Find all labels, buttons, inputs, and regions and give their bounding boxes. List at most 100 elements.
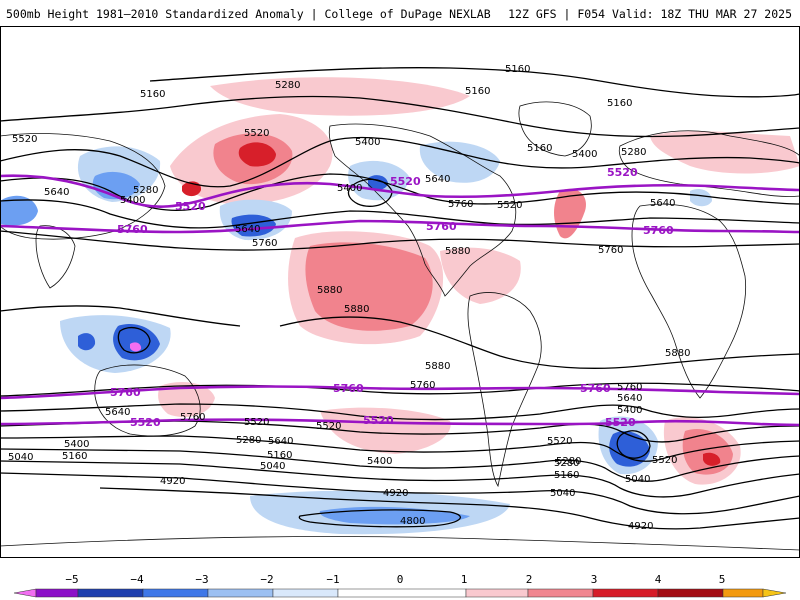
- legend-swatch-blue-pale: [272, 588, 339, 598]
- legend-colorbar: −5 −4 −3 −2 −1 0 1 2 3 4 5: [13, 573, 787, 598]
- contour-label: 5880: [425, 361, 450, 372]
- legend-swatch-red: [592, 588, 659, 598]
- highlight-contour-label: 5760: [333, 382, 364, 395]
- contour-5880-west: [0, 305, 241, 327]
- contour-low-pacific: [347, 178, 393, 207]
- highlight-contour-label: 5520: [363, 414, 394, 427]
- anomaly-neg-australia-core: [113, 324, 160, 361]
- contour-label: 5280: [554, 458, 579, 469]
- land-outlines: [0, 101, 800, 551]
- contour-label: 5280: [236, 435, 261, 446]
- anomaly-pos-tropical-pacific-core: [305, 242, 433, 331]
- contour-label: 5160: [140, 89, 165, 100]
- map-title: 500mb Height 1981–2010 Standardized Anom…: [6, 7, 491, 21]
- contour-label: 5880: [445, 246, 470, 257]
- contour-label: 5520: [316, 421, 341, 432]
- contour-label: 5160: [465, 86, 490, 97]
- highlight-contour-label: 5760: [643, 224, 674, 237]
- legend-swatch-pink-pale: [465, 588, 529, 598]
- legend-tick-label: 5: [719, 573, 726, 586]
- contour-label: 5640: [617, 393, 642, 404]
- legend-swatch-blue-light: [207, 588, 274, 598]
- contour-label: 5400: [367, 456, 392, 467]
- contour-label: 5280: [275, 80, 300, 91]
- contour-5160-arctic: [149, 67, 800, 98]
- coast-south-america: [467, 292, 542, 488]
- legend-tick-label: −4: [130, 573, 144, 586]
- contour-label: 5760: [598, 245, 623, 256]
- legend-swatch-purple: [35, 588, 79, 598]
- contour-4800-antarctic: [298, 509, 462, 528]
- highlight-5520-north: [0, 174, 800, 208]
- contour-5400-south: [0, 435, 800, 462]
- contour-label: 5880: [317, 285, 342, 296]
- highlight-contour-label: 5760: [117, 223, 148, 236]
- contour-label: 5520: [652, 455, 677, 466]
- contour-label: 5760: [180, 412, 205, 423]
- highlight-contours: [0, 174, 800, 427]
- highlight-contour-label: 5760: [580, 382, 611, 395]
- anomaly-neg-indian-small: [78, 333, 96, 351]
- contour-label: 5520: [547, 436, 572, 447]
- contour-label: 5760: [252, 238, 277, 249]
- highlight-contour-label: 5520: [390, 175, 421, 188]
- legend-swatch-white: [337, 588, 467, 598]
- contour-label: 5040: [550, 488, 575, 499]
- contour-low-south-atlantic: [616, 430, 651, 459]
- contour-5280-south: [0, 448, 800, 482]
- anomaly-pos-south-indian-core: [682, 428, 733, 475]
- contour-label: 5640: [425, 174, 450, 185]
- contour-label: 4920: [628, 521, 653, 532]
- legend-tick-label: −5: [65, 573, 78, 586]
- legend-swatch-blue-dark: [77, 588, 144, 598]
- highlight-contour-label: 5520: [605, 416, 636, 429]
- contour-label: 5160: [267, 450, 292, 461]
- contour-label: 5760: [448, 199, 473, 210]
- legend-swatch-yellow: [762, 588, 787, 598]
- contour-label: 5280: [621, 147, 646, 158]
- contour-5760-north: [0, 230, 800, 251]
- contour-label: 5400: [572, 149, 597, 160]
- highlight-contour-label: 5760: [110, 386, 141, 399]
- contour-label: 5040: [8, 452, 33, 463]
- contour-5160-south: [0, 460, 800, 498]
- legend-color-segments: [13, 588, 787, 598]
- legend-swatch-dark-red: [657, 588, 724, 598]
- contour-label: 5160: [607, 98, 632, 109]
- anomaly-map: 5160 5280 5160 5160 5160 5520 5400 5160 …: [0, 26, 800, 558]
- contour-5880-tropics: [279, 316, 800, 369]
- contour-label: 4920: [383, 488, 408, 499]
- contour-label: 4800: [400, 516, 425, 527]
- height-contours: [0, 67, 800, 530]
- contour-label: 5400: [120, 195, 145, 206]
- model-run-info: 12Z GFS | F054 Valid: 18Z THU MAR 27 202…: [508, 7, 792, 21]
- coast-australia: [94, 364, 201, 437]
- legend-swatch-blue-mid: [142, 588, 209, 598]
- highlight-contour-label: 5520: [130, 416, 161, 429]
- legend-tick-label: 2: [526, 573, 533, 586]
- contour-label: 5640: [650, 198, 675, 209]
- contour-label: 5760: [617, 382, 642, 393]
- positive-anomaly-shading: [158, 77, 800, 485]
- contour-label: 5760: [410, 380, 435, 391]
- legend-tick-label: 0: [397, 573, 404, 586]
- coast-india: [35, 225, 76, 289]
- contour-label: 5400: [355, 137, 380, 148]
- contour-label: 5400: [337, 183, 362, 194]
- coast-antarctica: [0, 536, 800, 551]
- legend-tick-label: −2: [260, 573, 273, 586]
- legend-tick-label: 4: [655, 573, 662, 586]
- legend-tick-label: 3: [591, 573, 598, 586]
- anomaly-neg-west-pacific-core: [231, 214, 276, 237]
- legend-tick-label: 1: [461, 573, 468, 586]
- legend-swatch-salmon: [527, 588, 594, 598]
- legend-swatch-orange: [722, 588, 764, 598]
- contour-label: 5520: [497, 200, 522, 211]
- anomaly-pos-south-indian-peak: [703, 452, 721, 466]
- contour-label: 5640: [268, 436, 293, 447]
- anomaly-pos-tropical-atlantic: [440, 247, 521, 304]
- legend-tick-label: −1: [326, 573, 339, 586]
- contour-low-australia: [117, 327, 151, 354]
- contour-4920-south: [99, 487, 800, 530]
- contour-label: 5880: [665, 348, 690, 359]
